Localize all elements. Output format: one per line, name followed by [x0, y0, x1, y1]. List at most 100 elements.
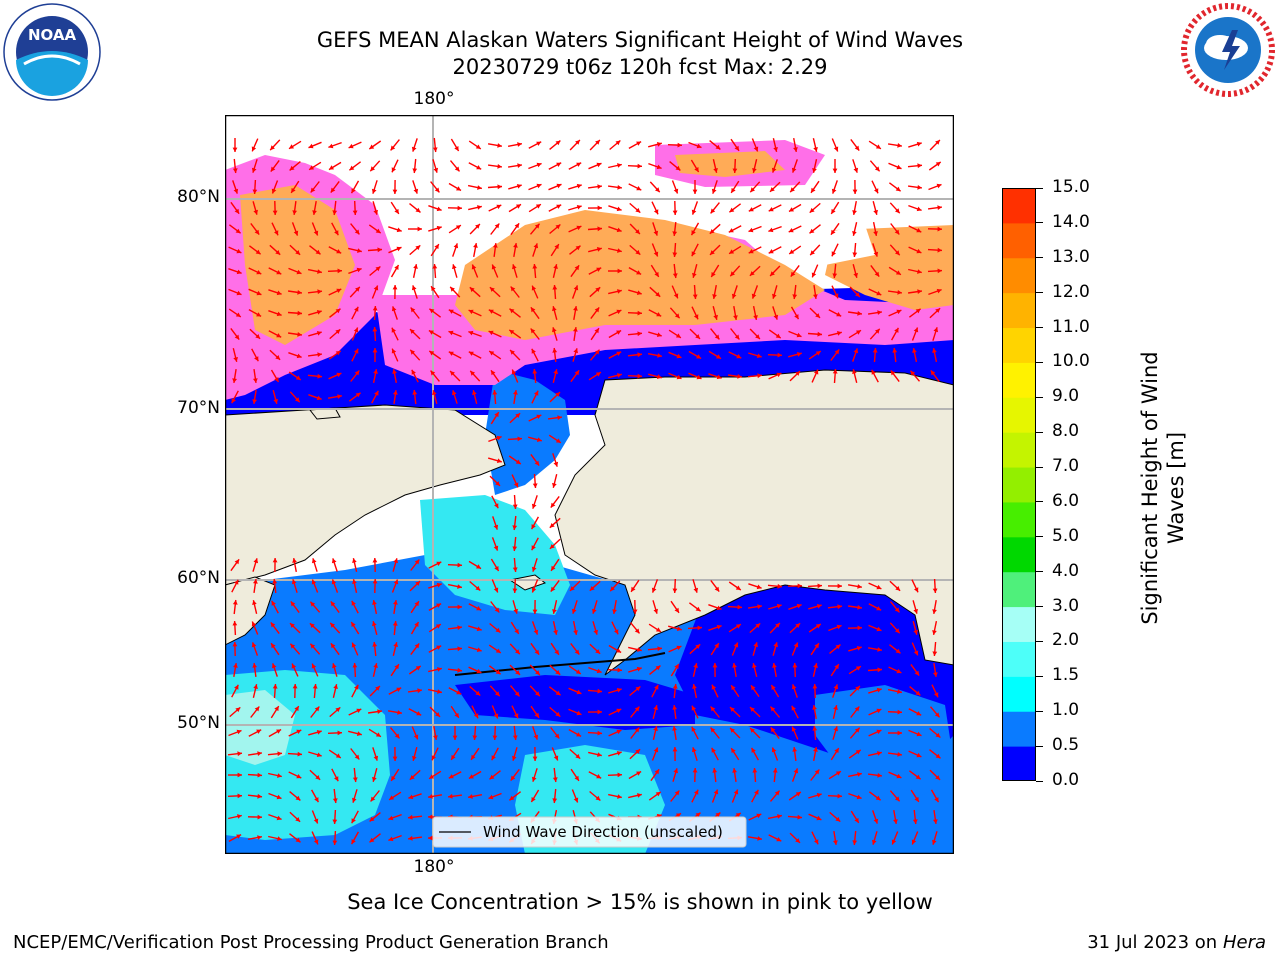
wind-arrow-head: [489, 351, 495, 356]
wind-arrow-head: [276, 729, 282, 734]
wind-arrow-head: [534, 649, 540, 655]
wind-arrow-head: [271, 643, 276, 649]
wind-arrow-head: [854, 145, 860, 151]
wind-arrow-head: [412, 755, 417, 761]
wind-arrow-head: [257, 835, 262, 840]
wind-arrow-head: [935, 732, 941, 738]
wind-arrow-head: [936, 183, 942, 189]
chukchi-shelf-water: [485, 370, 570, 495]
wind-arrow-head: [656, 164, 662, 170]
wind-arrow-head: [534, 460, 540, 466]
colorbar-tick-label: 3.0: [1052, 595, 1080, 616]
wind-arrow-head: [750, 187, 755, 193]
wind-arrow-head: [857, 584, 862, 589]
wind-arrow-head: [637, 310, 642, 316]
wind-arrow-head: [494, 503, 499, 509]
wind-arrow-head: [816, 793, 822, 798]
wind-arrow-head: [814, 839, 819, 845]
wind-arrow-head: [535, 204, 541, 209]
wind-arrow-head: [390, 145, 396, 151]
wind-arrow-head: [872, 348, 878, 353]
wind-arrow-head: [692, 768, 698, 773]
wind-arrow-head: [694, 167, 699, 172]
lon-label-bottom: 180°: [413, 857, 455, 877]
wind-arrow-head: [431, 286, 436, 292]
wind-arrow-head: [933, 819, 938, 824]
wind-arrow-head: [297, 310, 302, 316]
wind-arrow-head: [337, 730, 342, 736]
wind-arrow-head: [751, 293, 757, 299]
wind-arrow-head: [637, 163, 642, 169]
wind-arrow-head: [731, 187, 736, 193]
wind-arrow-head: [656, 312, 662, 317]
wind-arrow-head: [935, 140, 940, 145]
wind-arrow-head: [555, 140, 561, 146]
wind-arrow-head: [632, 609, 638, 614]
wind-arrow-head: [469, 287, 475, 293]
wind-arrow-head: [236, 729, 242, 735]
wind-arrow-head: [377, 709, 382, 714]
wind-arrow-head: [256, 312, 262, 317]
wind-arrow-head: [877, 751, 882, 756]
wind-arrow-head: [394, 208, 399, 214]
colorbar-tick-mark: [1036, 780, 1043, 782]
wind-arrow-head: [732, 768, 737, 773]
wind-arrow-head: [833, 726, 838, 732]
lat-label-70n: 70°N: [177, 398, 220, 418]
colorbar-segment: [1002, 641, 1036, 677]
wind-arrow-head: [356, 267, 362, 273]
wind-arrow-head: [314, 706, 320, 712]
wind-arrow-head: [432, 147, 438, 152]
colorbar-segment: [1002, 467, 1036, 503]
wind-arrow-head: [634, 628, 640, 634]
wind-arrow-head: [856, 794, 862, 800]
wind-arrow-head: [393, 558, 398, 564]
wind-arrow-head: [594, 328, 599, 334]
wind-arrow-head: [516, 184, 522, 189]
wind-arrow-head: [570, 586, 575, 591]
wind-arrow-head: [375, 266, 381, 272]
wind-arrow-head: [694, 789, 699, 795]
wind-arrow-head: [514, 691, 520, 697]
wind-arrow-head: [373, 755, 379, 761]
wind-arrow-head: [432, 390, 437, 396]
wind-arrow-head: [789, 207, 794, 212]
wind-arrow-head: [552, 306, 557, 312]
wind-arrow-head: [372, 348, 378, 353]
wind-arrow-head: [932, 839, 937, 845]
wind-arrow-head: [756, 353, 762, 358]
wind-arrow-head: [430, 370, 436, 376]
wind-arrow-head: [597, 709, 602, 715]
wind-arrow-head: [729, 207, 735, 213]
wind-arrow-head: [455, 225, 461, 230]
wind-arrow-head: [374, 390, 379, 396]
wind-arrow-head: [295, 250, 301, 255]
wind-arrow-head: [555, 224, 561, 230]
wind-arrow-head: [432, 264, 438, 269]
wind-arrow-head: [457, 625, 462, 631]
wind-arrow-head: [533, 629, 539, 635]
st-lawrence-island: [508, 574, 547, 591]
wind-arrow-head: [674, 790, 680, 796]
wind-arrow-head: [428, 814, 433, 820]
wind-arrow-head: [394, 265, 399, 270]
colorbar: [1002, 188, 1036, 782]
wind-arrow-head: [837, 604, 842, 610]
wind-arrow-head: [897, 730, 902, 736]
wind-arrow-head: [493, 524, 499, 530]
wind-arrow-head: [370, 166, 375, 172]
wind-arrow-head: [814, 643, 819, 649]
wind-arrow-head: [517, 163, 522, 168]
wind-arrow-head: [636, 186, 642, 191]
wind-arrow-head: [550, 586, 556, 592]
wind-arrow-head: [895, 586, 901, 591]
wind-arrow-head: [512, 525, 518, 530]
colorbar-segment: [1002, 188, 1036, 224]
wind-arrow-head: [472, 390, 477, 395]
wind-arrow-head: [733, 642, 739, 648]
wind-arrow-head: [310, 643, 316, 649]
wind-arrow-head: [873, 818, 879, 824]
wind-arrow-head: [896, 164, 902, 170]
wind-arrow-head: [910, 370, 916, 376]
wind-arrow-head: [277, 773, 282, 778]
